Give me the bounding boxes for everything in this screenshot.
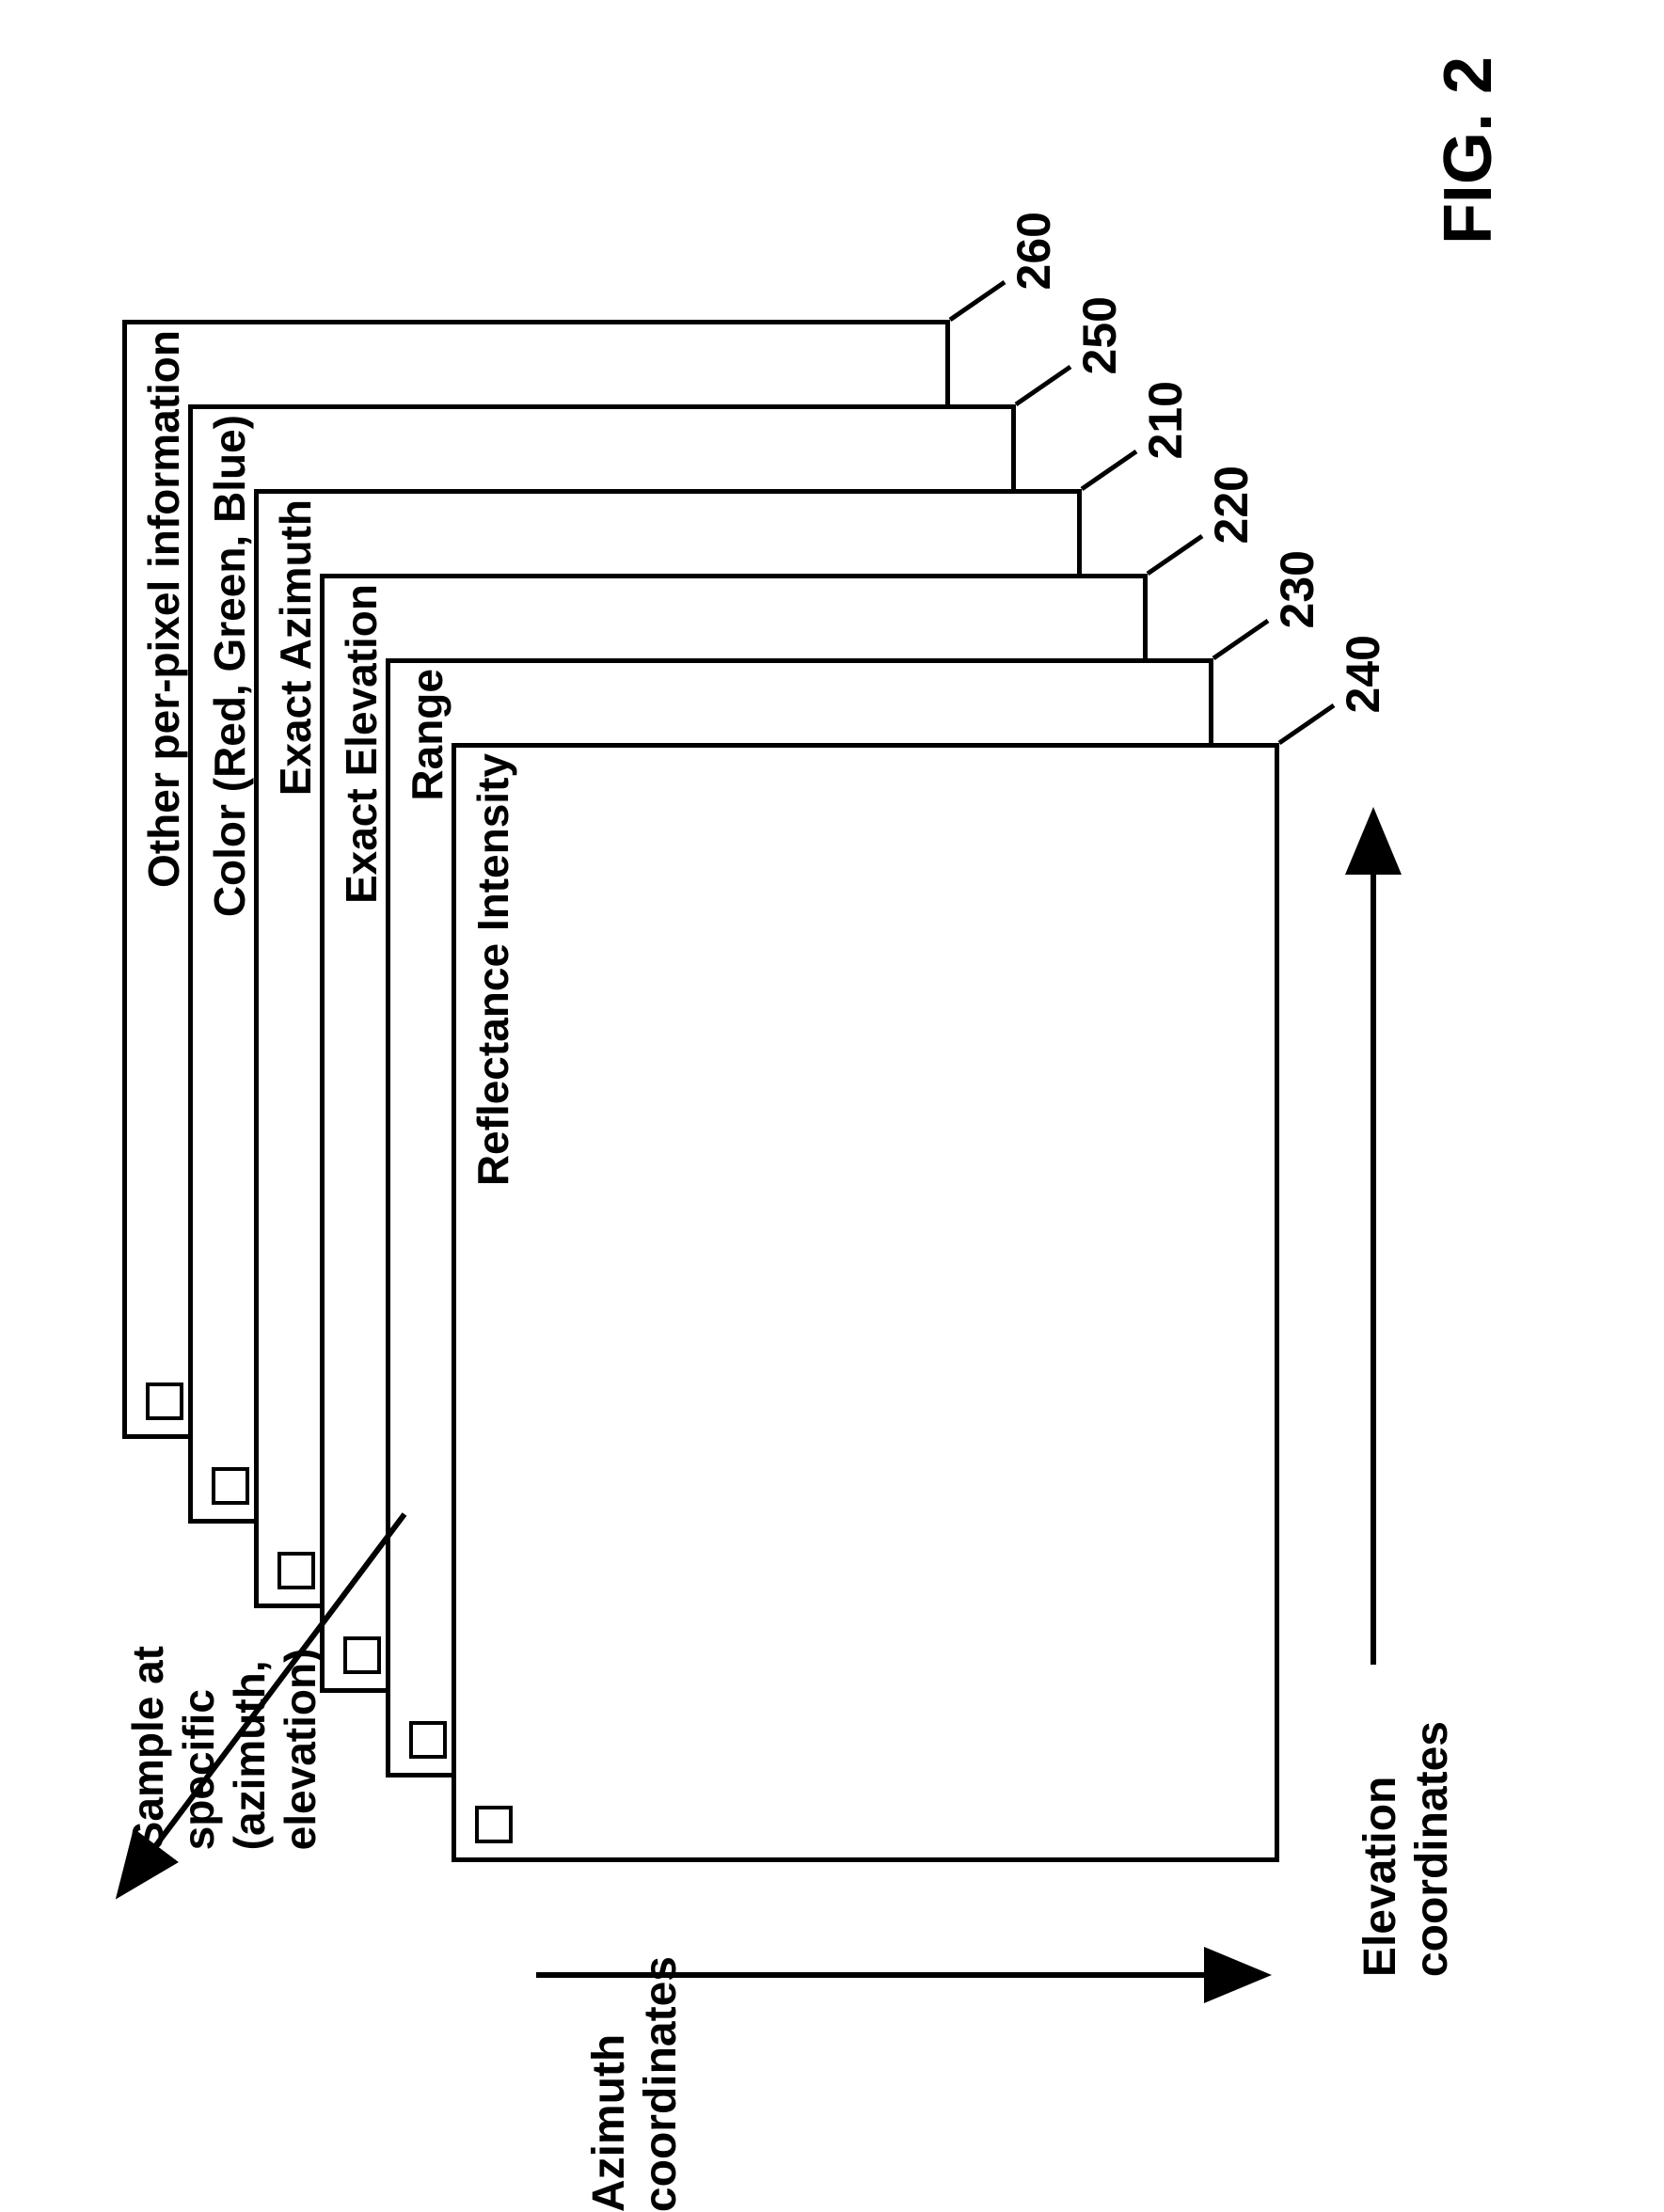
elevation-axis-label: Elevation coordinates bbox=[1355, 1721, 1458, 1977]
elevation-label-line1: Elevation bbox=[1355, 1777, 1405, 1977]
elevation-label-line2: coordinates bbox=[1407, 1721, 1457, 1977]
